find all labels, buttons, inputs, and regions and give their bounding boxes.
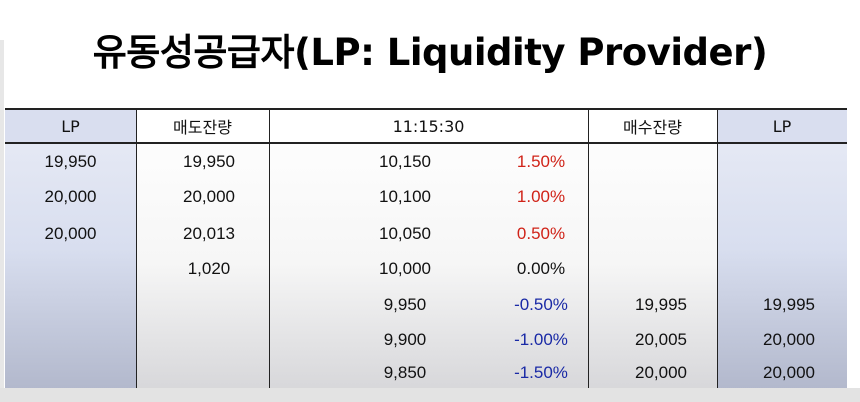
price-cell: 9,850 <box>383 363 427 382</box>
order-book-board <box>5 108 847 390</box>
header-time: 11:15:30 <box>269 108 588 144</box>
lp-sell-cell: 20,000 <box>44 187 97 206</box>
change-percent-cell: 0.50% <box>516 224 566 243</box>
lp-buy-cell <box>724 254 854 284</box>
lp-sell-cell: 20,000 <box>44 224 97 243</box>
buy-remaining-cell <box>596 254 726 284</box>
column-divider <box>717 108 718 390</box>
bottom-edge-strip <box>0 388 860 402</box>
buy-remaining-cell <box>596 147 726 177</box>
page-title: 유동성공급자(LP: Liquidity Provider) <box>92 31 768 74</box>
lp-buy-cell: 20,000 <box>763 363 815 382</box>
sell-remaining-cell <box>144 325 274 355</box>
header-sell-remaining: 매도잔량 <box>136 108 269 144</box>
change-percent-cell: -1.00% <box>514 330 568 349</box>
header-lp-buy: LP <box>717 108 847 144</box>
column-divider <box>269 108 270 390</box>
price-cell: 10,100 <box>379 187 431 206</box>
left-edge-strip <box>0 40 4 402</box>
lp-buy-cell <box>724 147 854 177</box>
column-divider <box>136 108 137 390</box>
lp-buy-cell <box>724 219 854 249</box>
header-lp-sell: LP <box>5 108 136 144</box>
buy-remaining-cell: 19,995 <box>635 295 687 314</box>
change-percent-cell: 1.00% <box>516 187 566 206</box>
buy-remaining-cell: 20,000 <box>635 363 687 382</box>
lp-sell-cell <box>5 254 136 284</box>
buy-remaining-cell: 20,005 <box>635 330 687 349</box>
change-percent-cell: 1.50% <box>516 152 566 171</box>
lp-buy-cell: 20,000 <box>763 330 815 349</box>
sell-remaining-cell: 1,020 <box>187 259 231 278</box>
lp-sell-column-bg <box>5 108 136 390</box>
lp-buy-column-bg <box>717 108 847 390</box>
buy-remaining-cell <box>596 182 726 212</box>
lp-sell-cell <box>5 290 136 320</box>
price-cell: 10,050 <box>379 224 431 243</box>
price-cell: 9,950 <box>383 295 427 314</box>
header-buy-remaining: 매수잔량 <box>588 108 717 144</box>
change-percent-cell: -0.50% <box>514 295 568 314</box>
lp-sell-cell: 19,950 <box>44 152 97 171</box>
change-percent-cell: 0.00% <box>516 259 566 278</box>
sell-remaining-cell <box>144 358 274 388</box>
lp-buy-cell <box>724 182 854 212</box>
change-percent-cell: -1.50% <box>514 363 568 382</box>
price-cell: 10,000 <box>379 259 431 278</box>
sell-remaining-cell <box>144 290 274 320</box>
buy-remaining-cell <box>596 219 726 249</box>
sell-remaining-cell: 19,950 <box>183 152 235 171</box>
price-cell: 9,900 <box>383 330 427 349</box>
lp-sell-cell <box>5 358 136 388</box>
lp-sell-cell <box>5 325 136 355</box>
sell-remaining-cell: 20,013 <box>183 224 235 243</box>
lp-buy-cell: 19,995 <box>763 295 815 314</box>
price-cell: 10,150 <box>379 152 431 171</box>
column-divider <box>588 108 589 390</box>
sell-remaining-cell: 20,000 <box>183 187 235 206</box>
